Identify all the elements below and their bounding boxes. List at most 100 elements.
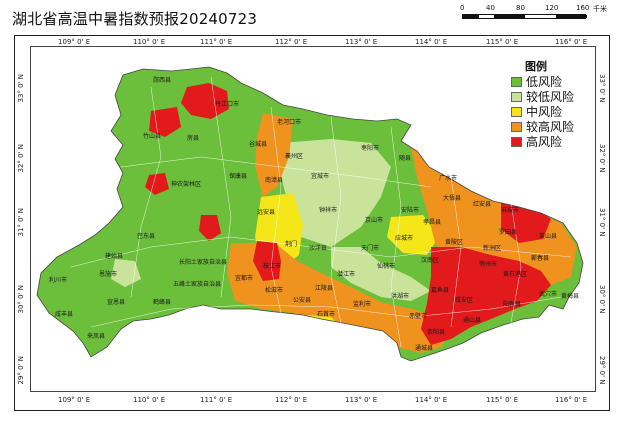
place-label: 黄陂区 [445, 239, 464, 246]
zone-high-zhushan [145, 173, 169, 195]
place-label: 钟祥市 [319, 207, 338, 214]
scale-seg-a [463, 15, 479, 18]
place-label: 赤壁市 [409, 313, 428, 320]
place-label: 仙桃市 [377, 263, 396, 270]
lon-label-bottom-109: 109° 0' E [58, 396, 91, 404]
place-label: 来凤县 [87, 333, 106, 340]
place-label: 黄石港区 [503, 271, 528, 278]
place-label: 长阳土家族自治县 [179, 259, 228, 266]
place-label: 丹江口市 [215, 101, 240, 108]
place-label: 竹山县 [143, 133, 162, 140]
place-label: 麻城市 [501, 207, 520, 214]
place-label: 建始县 [105, 253, 124, 260]
legend-swatch [511, 91, 522, 102]
place-label: 通山县 [463, 317, 482, 324]
place-label: 房县 [187, 135, 200, 142]
place-label: 黄梅县 [561, 293, 580, 300]
zone-high-yunxi [181, 83, 229, 119]
legend-label: 低风险 [526, 75, 563, 89]
map-area: 郧西县 丹江口市 老河口市 竹山县 房县 谷城县 襄州区 枣阳市 随县 神农架林… [30, 46, 596, 392]
place-label: 石首市 [317, 311, 336, 318]
place-label: 神农架林区 [171, 181, 202, 188]
lon-label-bottom-114: 114° 0' E [415, 396, 448, 404]
place-label: 广水市 [439, 175, 458, 182]
scale-unit: 千米 [593, 5, 607, 13]
zone-high-southeast [421, 247, 551, 345]
legend-label: 中风险 [526, 105, 563, 119]
place-label: 五峰土家族自治县 [173, 281, 222, 288]
lat-label-left-33: 33° 0' N [17, 74, 25, 103]
place-label: 江陵县 [315, 285, 334, 292]
scale-tick-0: 0 [460, 4, 465, 12]
place-label: 南漳县 [265, 177, 284, 184]
scale-seg-b [479, 15, 494, 18]
place-label: 枣阳市 [361, 145, 380, 152]
zone-lower-central [281, 139, 391, 247]
scale-tick-80: 80 [516, 4, 525, 12]
place-label: 大悟县 [443, 195, 462, 202]
place-label: 监利市 [353, 301, 372, 308]
place-label: 远安县 [257, 209, 276, 216]
lat-label-right-32: 32° 0' N [598, 144, 606, 173]
zone-high-xiangyang [255, 113, 293, 197]
lat-label-left-32: 32° 0' N [17, 144, 25, 173]
place-label: 武穴市 [539, 291, 558, 298]
lon-label-top-112: 112° 0' E [275, 38, 308, 46]
zone-mid-east [387, 215, 439, 255]
lon-label-top-110: 110° 0' E [133, 38, 166, 46]
place-label: 公安县 [293, 297, 312, 304]
place-label: 老河口市 [277, 119, 302, 126]
place-label: 新洲区 [483, 245, 502, 252]
place-label: 襄州区 [285, 153, 304, 160]
lon-label-bottom-115: 115° 0' E [486, 396, 519, 404]
place-label: 阳新县 [503, 301, 522, 308]
scale-bar: 0 40 80 120 160 千米 [460, 4, 612, 26]
legend-item-low: 低风险 [511, 74, 562, 89]
legend-item-higher: 较高风险 [511, 119, 574, 134]
zone-high-yichang [253, 241, 281, 281]
legend-label: 较高风险 [526, 120, 575, 134]
province-boundary [36, 66, 584, 362]
scale-tick-120: 120 [545, 4, 559, 12]
place-label: 宜都市 [235, 275, 254, 282]
lat-label-right-31: 31° 0' N [598, 208, 606, 237]
place-label: 利川市 [49, 277, 68, 284]
zone-high-macheng [501, 203, 551, 243]
place-label: 保康县 [229, 173, 248, 180]
place-label: 应城市 [395, 235, 414, 242]
county-boundaries [70, 76, 572, 348]
zone-lower-jianghan [331, 247, 431, 301]
legend-label: 较低风险 [526, 90, 575, 104]
legend-swatch [511, 106, 522, 117]
lon-label-top-111: 111° 0' E [200, 38, 233, 46]
lon-label-bottom-110: 110° 0' E [133, 396, 166, 404]
place-label: 嘉鱼县 [431, 287, 450, 294]
lon-label-bottom-116: 116° 0' E [555, 396, 588, 404]
place-label: 宜城市 [311, 173, 330, 180]
place-label: 孝昌县 [423, 219, 442, 226]
lon-label-top-114: 114° 0' E [415, 38, 448, 46]
place-label: 蕲春县 [531, 255, 550, 262]
lat-label-left-29: 29° 0' N [17, 356, 25, 385]
risk-raster [37, 67, 583, 361]
lat-label-left-31: 31° 0' N [17, 208, 25, 237]
legend-item-lower: 较低风险 [511, 89, 574, 104]
place-label: 潜江市 [337, 271, 356, 278]
place-label: 鹤峰县 [153, 299, 172, 306]
place-label: 罗田县 [499, 229, 518, 236]
map-title: 湖北省高温中暑指数预报20240723 [12, 10, 258, 28]
place-label: 安陆市 [401, 207, 420, 214]
place-label: 咸丰县 [55, 311, 74, 318]
scale-seg-c [494, 15, 525, 18]
legend-swatch [511, 121, 522, 132]
place-label: 洪湖市 [391, 293, 410, 300]
place-label: 英山县 [539, 233, 558, 240]
lon-label-top-113: 113° 0' E [345, 38, 378, 46]
place-label: 通城县 [415, 345, 434, 352]
place-label: 崇阳县 [427, 329, 446, 336]
lon-label-top-115: 115° 0' E [486, 38, 519, 46]
scale-tick-40: 40 [486, 4, 495, 12]
legend-item-high: 高风险 [511, 134, 562, 149]
place-label: 咸安区 [455, 297, 474, 304]
place-label: 恩施市 [99, 271, 118, 278]
